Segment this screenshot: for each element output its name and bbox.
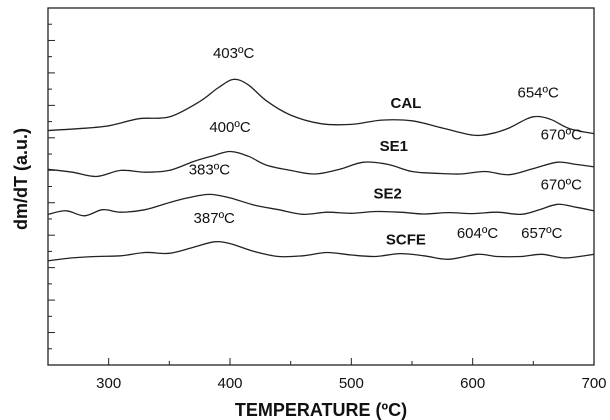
series-lines xyxy=(47,78,595,262)
x-tick-label: 700 xyxy=(581,375,606,392)
y-axis-title: dm/dT (a.u.) xyxy=(11,128,31,230)
peak-annotation: 400ºC xyxy=(209,119,251,136)
series-label-scfe: SCFE xyxy=(386,232,426,249)
series-label-se1: SE1 xyxy=(380,138,408,155)
x-tick-label: 400 xyxy=(217,375,242,392)
y-axis-ticks xyxy=(48,23,55,350)
peak-annotation: 604ºC xyxy=(457,225,499,242)
peak-annotation: 654ºC xyxy=(518,84,560,101)
peak-annotation: 403ºC xyxy=(213,45,255,62)
series-line-se1 xyxy=(47,150,595,178)
peak-annotation: 670ºC xyxy=(541,176,583,193)
peak-annotation: 387ºC xyxy=(194,210,236,227)
x-tick-label: 300 xyxy=(96,375,121,392)
series-line-scfe xyxy=(47,240,595,262)
series-line-cal xyxy=(47,78,595,137)
plot-area xyxy=(47,7,595,366)
series-labels: CAL SE1 SE2 SCFE xyxy=(374,95,426,249)
peak-annotations: 403ºC 654ºC 400ºC 670ºC 383ºC 670ºC 387ºC 604ºC… xyxy=(189,45,582,242)
peak-annotation: 383ºC xyxy=(189,161,231,178)
x-tick-label: 600 xyxy=(460,375,485,392)
series-label-cal: CAL xyxy=(391,95,422,112)
peak-annotation: 657ºC xyxy=(521,225,563,242)
peak-annotation: 670ºC xyxy=(541,126,583,143)
x-axis-ticks: 300 400 500 600 700 xyxy=(47,358,607,392)
plot-frame xyxy=(47,7,595,366)
series-line-se2 xyxy=(47,193,595,217)
series-label-se2: SE2 xyxy=(374,185,402,202)
x-tick-label: 500 xyxy=(339,375,364,392)
x-axis-title: TEMPERATURE (ºC) xyxy=(235,400,407,420)
